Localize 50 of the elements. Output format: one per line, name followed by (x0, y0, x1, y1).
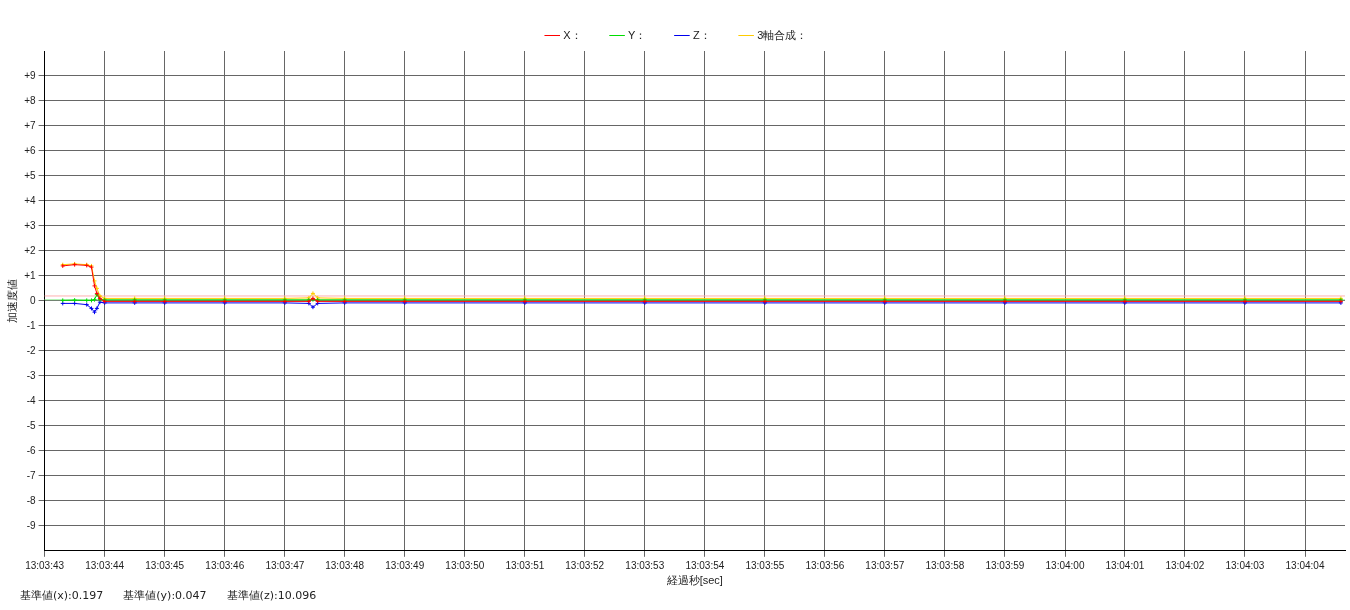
y-tick-label: +7 (24, 119, 37, 131)
y-tick-label: -4 (26, 394, 37, 406)
x-tick-label: 13:04:03 (1225, 559, 1265, 571)
y-tick-label: -9 (26, 519, 37, 531)
x-tick-label: 13:04:00 (1045, 559, 1085, 571)
y-tick-label: +6 (24, 144, 37, 156)
x-axis-title: 経過秒[sec] (665, 574, 723, 587)
y-tick-label: +1 (24, 269, 37, 281)
x-tick-label: 13:03:57 (865, 559, 905, 571)
x-tick-label: 13:03:58 (925, 559, 965, 571)
x-tick-label: 13:03:47 (265, 559, 305, 571)
x-tick-label: 13:03:52 (565, 559, 605, 571)
x-tick-label: 13:04:02 (1165, 559, 1205, 571)
x-tick-label: 13:03:50 (445, 559, 485, 571)
y-tick-label: -1 (26, 319, 37, 331)
y-tick-label: 0 (30, 294, 37, 306)
legend-label: X： (563, 28, 582, 41)
y-tick-label: -8 (26, 494, 37, 506)
x-tick-label: 13:03:53 (625, 559, 665, 571)
x-tick-label: 13:04:01 (1105, 559, 1145, 571)
text: 基準値(z):10.096 (226, 589, 317, 602)
y-tick-label: +2 (24, 244, 37, 256)
x-tick-label: 13:03:59 (985, 559, 1025, 571)
text: 基準値(x):0.197 (20, 589, 104, 602)
x-tick-label: 13:03:48 (325, 559, 365, 571)
legend-label: Y： (628, 28, 647, 41)
y-tick-label: -5 (26, 419, 37, 431)
y-axis-title: 加速度値 (5, 278, 18, 323)
y-tick-label: +8 (24, 94, 37, 106)
x-tick-label: 13:03:45 (145, 559, 185, 571)
y-tick-label: -7 (26, 469, 37, 481)
y-tick-label: +3 (24, 219, 37, 231)
y-tick-label: -6 (26, 444, 37, 456)
legend-label: 3軸合成： (757, 28, 808, 41)
y-tick-label: -3 (26, 369, 37, 381)
x-tick-label: 13:03:55 (745, 559, 785, 571)
x-tick-label: 13:03:56 (805, 559, 845, 571)
legend-label: Z： (692, 28, 711, 41)
y-tick-label: +4 (24, 194, 37, 206)
text: 基準値(y):0.047 (123, 589, 207, 602)
y-tick-label: +9 (24, 69, 37, 81)
x-tick-label: 13:04:04 (1285, 559, 1325, 571)
x-tick-label: 13:03:44 (85, 559, 125, 571)
y-tick-label: -2 (26, 344, 37, 356)
y-tick-label: +5 (24, 169, 37, 181)
x-tick-label: 13:03:46 (205, 559, 245, 571)
x-tick-label: 13:03:43 (25, 559, 65, 571)
x-tick-label: 13:03:49 (385, 559, 425, 571)
x-tick-label: 13:03:51 (505, 559, 545, 571)
x-tick-label: 13:03:54 (685, 559, 725, 571)
